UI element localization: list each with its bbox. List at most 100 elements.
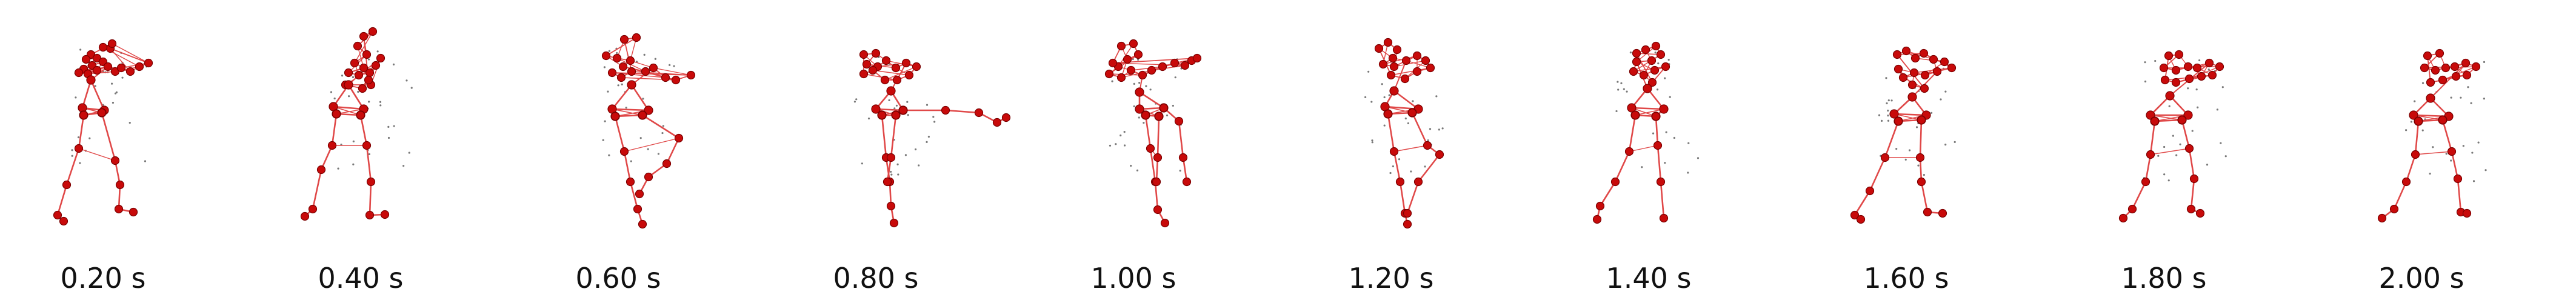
trace-point [2472,180,2475,182]
joint [859,50,869,59]
trace-point [2163,145,2166,148]
trace-point [1895,148,1898,150]
trace-point [2405,129,2407,132]
joint [1116,41,1126,51]
joint [59,216,68,226]
joint [1653,141,1663,150]
joint [2141,177,2151,187]
joint [1907,80,1917,90]
bone [332,105,365,110]
joint [1643,84,1652,93]
joint [1383,109,1393,119]
joint [1152,177,1161,187]
joint [2411,150,2420,159]
joint [1632,48,1641,58]
trace-point [2221,86,2224,88]
joint [1629,67,1638,76]
joint [686,70,696,80]
trace-point [1687,142,1690,144]
trace-point [1371,141,1373,144]
trace-point [1138,82,1141,84]
joint [941,105,950,115]
trace-point [2216,108,2219,111]
bone [2457,178,2462,213]
joint [2171,65,2181,75]
joint [356,110,365,120]
joint [1378,59,1388,69]
joint [2450,62,2460,72]
joint [1383,38,1393,47]
bone [2427,55,2431,83]
trace-point [144,160,147,162]
trace-point [661,132,664,135]
bone [110,48,149,64]
joint [626,177,635,187]
trace-point [1138,116,1140,119]
bone [623,150,632,183]
joint [886,153,896,162]
joint [1412,67,1422,76]
joint [376,53,385,63]
joint [107,39,117,48]
bone [320,144,333,171]
joint [2431,65,2440,75]
joint [644,105,653,115]
joint [2453,174,2463,184]
trace-point [368,153,370,156]
joint [992,118,1002,127]
joint [912,62,921,72]
joint [1435,150,1444,159]
joint [354,70,364,80]
joint [1426,63,1435,73]
joint [1174,116,1184,126]
pose-frame-7: 1.40 s [1546,0,1803,303]
joint [889,218,899,228]
trace-point [2197,106,2199,108]
trace-point [643,53,646,56]
bone [87,71,116,75]
joint [1915,153,1925,162]
joint [1147,65,1156,75]
joint [619,35,629,44]
trace-point [1136,169,1139,171]
trace-point [888,99,890,102]
trace-point [608,154,610,156]
trace-point [2450,96,2452,99]
trace-point [897,173,899,176]
skeleton-figure [2377,48,2487,223]
bone [872,70,910,76]
trace-point [1410,170,1412,173]
trace-point [1145,85,1147,87]
trace-point [1664,77,1666,79]
joint [1389,62,1399,72]
skeleton-figure [53,39,153,226]
joint [103,62,113,72]
trace-point [2191,130,2194,132]
joint [892,75,902,85]
trace-point [1119,134,1122,137]
bone [1393,90,1420,110]
joint [2426,78,2435,87]
trace-point [393,125,395,127]
joint [1108,58,1118,68]
trace-point [2483,98,2485,100]
joint [891,110,901,120]
joint [2118,213,2128,223]
trace-point [352,140,355,142]
joint [2409,110,2418,120]
joint [1940,57,1949,67]
trace-point [1174,76,1176,79]
trace-point [1687,171,1689,174]
joint [1403,208,1412,218]
joint [2451,72,2461,81]
bone [612,108,643,116]
bone [1384,106,1413,113]
time-label: 0.80 s [833,262,919,295]
joint [2165,91,2175,101]
joint [2174,50,2184,59]
joint [344,68,353,78]
bone [1151,65,1186,71]
joint [362,141,372,150]
joint [1129,39,1138,48]
trace-point [2470,102,2472,104]
